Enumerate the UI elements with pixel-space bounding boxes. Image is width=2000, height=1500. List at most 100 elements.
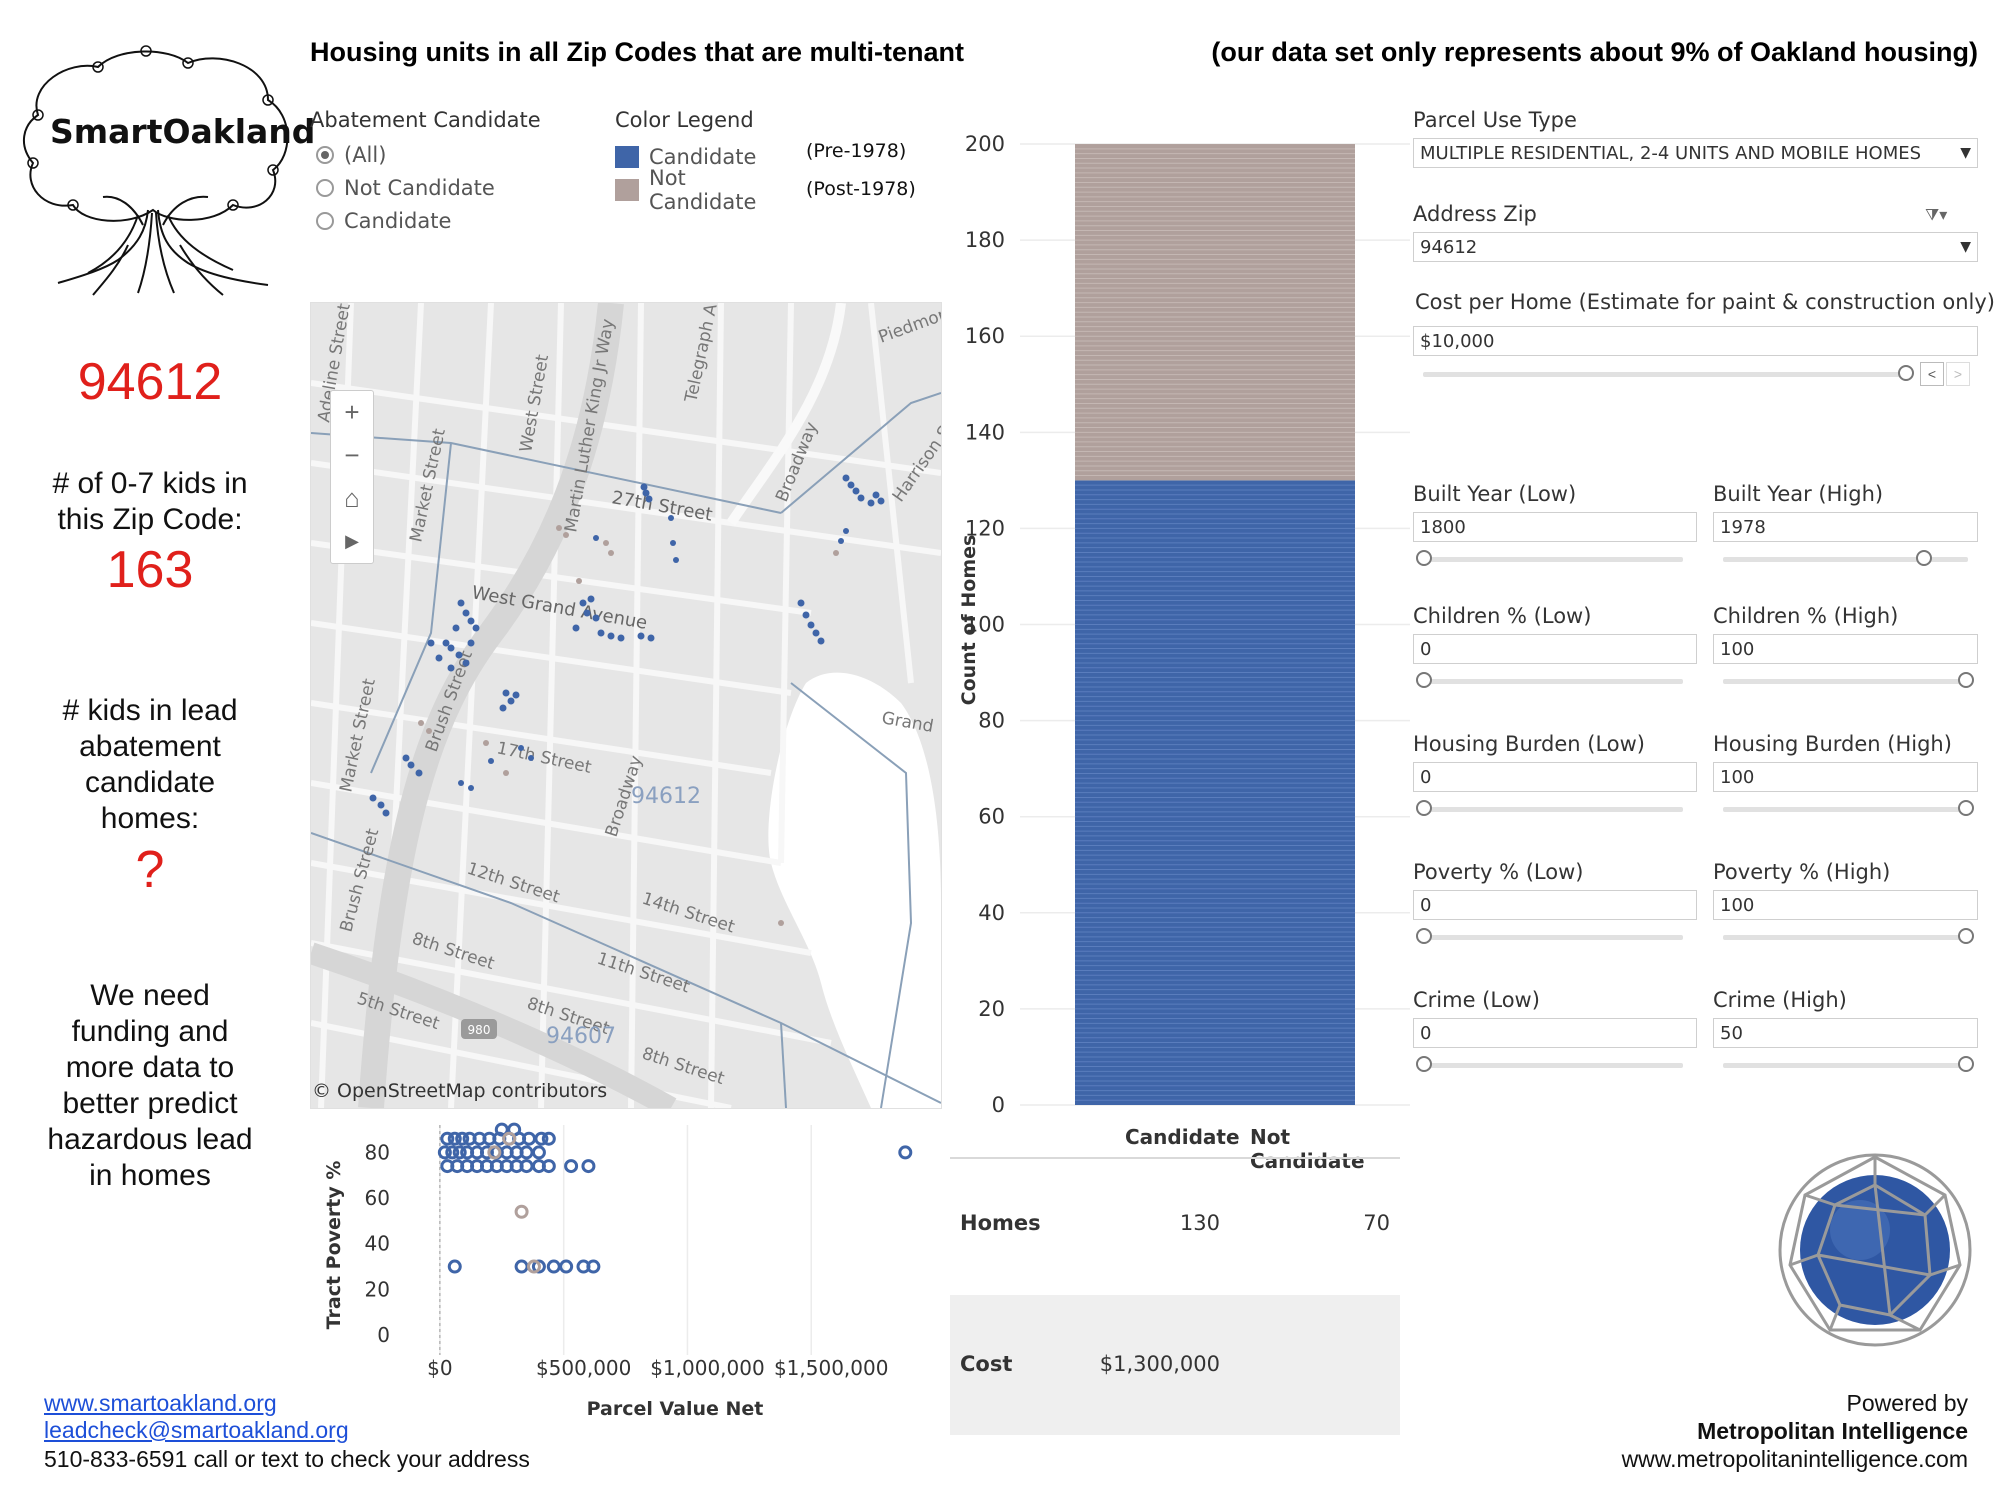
housing-low-input[interactable]: 0 xyxy=(1413,762,1697,792)
cost-slider-handle[interactable] xyxy=(1898,365,1914,381)
scatter-point[interactable] xyxy=(514,1259,529,1274)
scatter-point[interactable] xyxy=(526,1259,541,1274)
legend-item-not-candidate[interactable]: Not Candidate xyxy=(615,166,799,214)
housing-high-input[interactable]: 100 xyxy=(1713,762,1978,792)
address-zip-dropdown[interactable]: 94612 ▼ xyxy=(1413,232,1978,262)
scatter-point[interactable] xyxy=(564,1159,579,1174)
clear-filter-icon[interactable]: ⧩▾ xyxy=(1925,207,1948,224)
scatter-point[interactable] xyxy=(447,1259,462,1274)
built-year-low-input[interactable]: 1800 xyxy=(1413,512,1697,542)
cost-slider-track[interactable] xyxy=(1423,372,1905,377)
increment-button[interactable]: > xyxy=(1946,362,1970,386)
poverty-low-input[interactable]: 0 xyxy=(1413,890,1697,920)
scatter-point[interactable] xyxy=(447,1131,462,1146)
scatter-point[interactable] xyxy=(586,1259,601,1274)
scatter-point[interactable] xyxy=(445,1145,460,1160)
crime-high-label: Crime (High) xyxy=(1713,988,1847,1012)
housing-high-track[interactable] xyxy=(1723,807,1968,812)
children-low-track[interactable] xyxy=(1423,679,1683,684)
email-link-text[interactable]: leadcheck@smartoakland.org xyxy=(44,1417,349,1443)
built-year-low-handle[interactable] xyxy=(1416,550,1432,566)
poverty-low-handle[interactable] xyxy=(1416,928,1432,944)
children-low-input[interactable]: 0 xyxy=(1413,634,1697,664)
scatter-point[interactable] xyxy=(455,1131,470,1146)
children-low-handle[interactable] xyxy=(1416,672,1432,688)
radio-candidate[interactable]: Candidate xyxy=(316,204,541,237)
header-divider xyxy=(950,1157,1400,1159)
scatter-point[interactable] xyxy=(487,1145,502,1160)
color-legend: Color Legend Candidate Not Candidate xyxy=(615,108,799,214)
crime-high-input[interactable]: 50 xyxy=(1713,1018,1978,1048)
home-icon[interactable]: ⌂ xyxy=(344,483,360,513)
freeway-980 xyxy=(358,303,624,1108)
crime-low-track[interactable] xyxy=(1423,1063,1683,1068)
scatter-point[interactable] xyxy=(559,1259,574,1274)
children-high-handle[interactable] xyxy=(1958,672,1974,688)
bar-segment-not-candidate[interactable] xyxy=(1075,144,1355,481)
radio-not-candidate[interactable]: Not Candidate xyxy=(316,171,541,204)
candidate-parcels[interactable] xyxy=(369,474,885,817)
website-link-text[interactable]: www.smartoakland.org xyxy=(44,1390,277,1416)
poverty-high-track[interactable] xyxy=(1723,935,1968,940)
crime-high-handle[interactable] xyxy=(1958,1056,1974,1072)
zoom-in-button[interactable]: + xyxy=(344,397,360,427)
powered-by: Powered by xyxy=(1846,1390,1968,1416)
radio-all[interactable]: (All) xyxy=(316,138,541,171)
scatter-point[interactable] xyxy=(546,1259,561,1274)
poverty-low-track[interactable] xyxy=(1423,935,1683,940)
scatter-x-tick: $500,000 xyxy=(536,1356,631,1380)
scatter-point[interactable] xyxy=(531,1259,546,1274)
smartoakland-logo xyxy=(23,45,289,296)
crime-low-input[interactable]: 0 xyxy=(1413,1018,1697,1048)
email-link[interactable]: leadcheck@smartoakland.org xyxy=(44,1417,349,1444)
radio-icon[interactable] xyxy=(316,178,334,197)
scatter-point[interactable] xyxy=(541,1131,556,1146)
scatter-point[interactable] xyxy=(452,1145,467,1160)
scatter-point[interactable] xyxy=(534,1131,549,1146)
parcel-use-dropdown[interactable]: MULTIPLE RESIDENTIAL, 2-4 UNITS AND MOBI… xyxy=(1413,138,1978,168)
cell-homes-not-candidate[interactable]: 70 xyxy=(1363,1211,1390,1235)
map-canvas[interactable]: Adeline Street West Street Martin Luther… xyxy=(311,303,941,1108)
scatter-point[interactable] xyxy=(502,1131,517,1146)
map-view[interactable]: Adeline Street West Street Martin Luther… xyxy=(310,302,942,1109)
bar-y-tick: 40 xyxy=(978,901,1005,925)
legend-item-candidate[interactable]: Candidate xyxy=(615,140,799,173)
built-year-high-label: Built Year (High) xyxy=(1713,482,1884,506)
scatter-point[interactable] xyxy=(440,1131,455,1146)
bar-marks xyxy=(1075,144,1355,1105)
housing-high-handle[interactable] xyxy=(1958,800,1974,816)
housing-low-track[interactable] xyxy=(1423,807,1683,812)
scatter-point[interactable] xyxy=(514,1204,529,1219)
radio-icon[interactable] xyxy=(316,211,334,230)
scatter-point[interactable] xyxy=(541,1159,556,1174)
decrement-button[interactable]: < xyxy=(1920,362,1944,386)
children-high-track[interactable] xyxy=(1723,679,1968,684)
children-high-input[interactable]: 100 xyxy=(1713,634,1978,664)
built-year-low-track[interactable] xyxy=(1423,557,1683,562)
poverty-high-input[interactable]: 100 xyxy=(1713,890,1978,920)
scatter-point[interactable] xyxy=(581,1159,596,1174)
zoom-out-button[interactable]: − xyxy=(344,440,360,470)
website-link[interactable]: www.smartoakland.org xyxy=(44,1390,277,1417)
play-icon[interactable]: ▶ xyxy=(345,531,359,551)
cost-per-home-input[interactable]: $10,000 xyxy=(1413,326,1978,356)
scatter-point[interactable] xyxy=(898,1145,913,1160)
radio-icon[interactable] xyxy=(316,145,334,164)
housing-low-handle[interactable] xyxy=(1416,800,1432,816)
crime-low-handle[interactable] xyxy=(1416,1056,1432,1072)
built-year-high-track[interactable] xyxy=(1723,557,1968,562)
crime-high-track[interactable] xyxy=(1723,1063,1968,1068)
scatter-point[interactable] xyxy=(531,1145,546,1160)
scatter-point[interactable] xyxy=(437,1145,452,1160)
poverty-high-handle[interactable] xyxy=(1958,928,1974,944)
cell-homes-candidate[interactable]: 130 xyxy=(1179,1211,1220,1235)
company-url: www.metropolitanintelligence.com xyxy=(1621,1446,1968,1472)
legend-label: Not Candidate xyxy=(649,165,757,214)
cell-cost-candidate[interactable]: $1,300,000 xyxy=(1099,1352,1220,1376)
built-year-high-handle[interactable] xyxy=(1916,550,1932,566)
bar-segment-candidate[interactable] xyxy=(1075,480,1355,1105)
non-candidate-parcels[interactable] xyxy=(418,525,839,926)
built-year-high-input[interactable]: 1978 xyxy=(1713,512,1978,542)
built-year-high-value: 1978 xyxy=(1720,516,1766,538)
scatter-plot: 80 60 40 20 0 $0 $500,000 $1,000,000 $1,500,000… xyxy=(310,1115,950,1435)
